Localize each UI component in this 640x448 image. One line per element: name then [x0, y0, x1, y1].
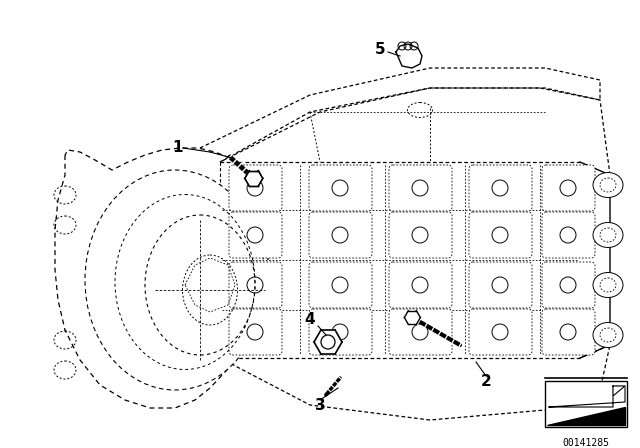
FancyBboxPatch shape [229, 309, 282, 355]
FancyBboxPatch shape [542, 212, 595, 258]
Text: 3: 3 [315, 397, 325, 413]
FancyBboxPatch shape [469, 212, 532, 258]
FancyBboxPatch shape [309, 309, 372, 355]
FancyBboxPatch shape [469, 165, 532, 211]
Bar [545, 381, 627, 427]
Polygon shape [396, 44, 422, 68]
Text: 1: 1 [173, 141, 183, 155]
Polygon shape [613, 386, 625, 396]
Ellipse shape [593, 172, 623, 198]
Polygon shape [547, 407, 625, 425]
Text: 2: 2 [481, 375, 492, 389]
FancyBboxPatch shape [542, 165, 595, 211]
FancyBboxPatch shape [389, 212, 452, 258]
FancyBboxPatch shape [389, 262, 452, 308]
Text: 00141285: 00141285 [563, 438, 609, 448]
FancyBboxPatch shape [229, 212, 282, 258]
FancyBboxPatch shape [542, 262, 595, 308]
Polygon shape [404, 310, 420, 324]
FancyBboxPatch shape [389, 309, 452, 355]
Ellipse shape [593, 223, 623, 247]
FancyBboxPatch shape [542, 309, 595, 355]
FancyBboxPatch shape [469, 262, 532, 308]
FancyBboxPatch shape [309, 165, 372, 211]
Polygon shape [549, 386, 625, 407]
FancyBboxPatch shape [309, 262, 372, 308]
Ellipse shape [593, 323, 623, 348]
FancyBboxPatch shape [229, 262, 282, 308]
Text: 5: 5 [374, 43, 385, 57]
Text: 4: 4 [305, 313, 316, 327]
FancyBboxPatch shape [229, 165, 282, 211]
FancyBboxPatch shape [309, 212, 372, 258]
Ellipse shape [85, 170, 265, 390]
FancyBboxPatch shape [389, 165, 452, 211]
FancyBboxPatch shape [469, 309, 532, 355]
Polygon shape [244, 171, 263, 186]
Polygon shape [314, 330, 342, 354]
Ellipse shape [593, 272, 623, 297]
